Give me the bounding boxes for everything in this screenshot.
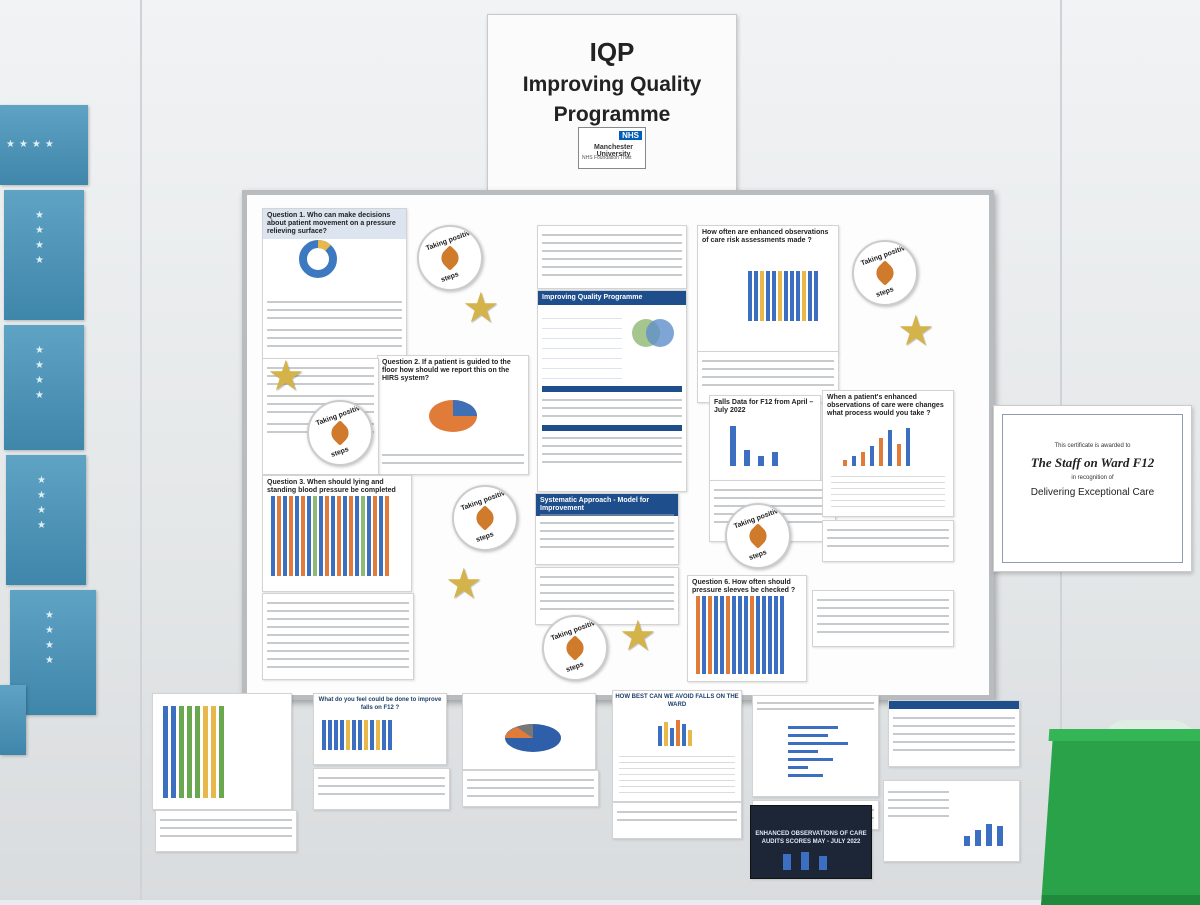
lower-notes-paper <box>155 810 297 852</box>
lower-bar-chart-paper <box>152 693 292 810</box>
leaf-icon <box>437 245 463 271</box>
avoid-falls-paper: HOW BEST CAN WE AVOID FALLS ON THE WARD <box>612 690 742 802</box>
falls-data-paper: Falls Data for F12 from April – July 202… <box>709 395 821 482</box>
gold-star-icon: ★ <box>445 560 483 607</box>
question2-paper: Question 2. If a patient is guided to th… <box>377 355 529 475</box>
question3-notes <box>262 593 414 680</box>
blue-star-strip: ★★★★ <box>6 455 86 585</box>
gold-star-icon: ★ <box>267 352 305 399</box>
question1-paper: Question 1. Who can make decisions about… <box>262 208 407 360</box>
donut-chart-icon <box>299 240 337 278</box>
audit-bar-chart <box>783 850 827 870</box>
improve-falls-paper: What do you feel could be done to improv… <box>313 693 447 765</box>
systematic-approach-lower-paper <box>888 700 1020 767</box>
nhs-logo: NHS <box>619 131 642 140</box>
taking-positive-steps-badge: Taking positive steps <box>307 400 373 466</box>
nhs-trust-name: NHS Foundation Trust <box>582 155 632 161</box>
question2-title: Question 2. If a patient is guided to th… <box>382 359 511 382</box>
pie-chart-notes <box>462 770 599 807</box>
question6-notes <box>812 590 954 647</box>
iqp-sign: IQP Improving Quality Programme NHS Manc… <box>487 14 737 196</box>
certificate: This certificate is awarded to The Staff… <box>993 405 1192 572</box>
taking-positive-steps-badge: Taking positive steps <box>452 485 518 551</box>
avoid-falls-notes <box>612 802 742 839</box>
venn-diagram-icon <box>632 319 674 347</box>
gold-star-icon: ★ <box>462 284 500 331</box>
certificate-award-title: Delivering Exceptional Care <box>1030 487 1155 498</box>
gold-star-icon: ★ <box>897 307 935 354</box>
systematic-approach-notes <box>535 567 679 625</box>
sign-abbreviation: IQP <box>589 37 635 67</box>
blood-pressure-chart-paper <box>883 780 1020 862</box>
enhanced-obs-notes <box>822 520 954 562</box>
falls-data-title: Falls Data for F12 from April – July 202… <box>714 399 814 414</box>
observations-bar-chart <box>748 266 818 321</box>
question3-bar-chart <box>271 496 389 576</box>
sign-title-line1: Improving Quality <box>522 73 702 96</box>
improve-falls-notes <box>313 768 450 810</box>
pie-chart-paper <box>462 693 596 770</box>
leaf-icon <box>745 523 771 549</box>
leaf-icon <box>327 420 353 446</box>
iqp-form-title: Improving Quality Programme <box>538 291 686 305</box>
question3-paper: Question 3. When should lying and standi… <box>262 475 412 592</box>
certificate-recognition-text: in recognition of <box>1071 475 1114 481</box>
improve-falls-bar-chart <box>322 718 392 750</box>
enhanced-obs-change-paper: When a patient's enhanced observations o… <box>822 390 954 517</box>
certificate-border: This certificate is awarded to The Staff… <box>1002 414 1183 563</box>
enhanced-obs-change-title: When a patient's enhanced observations o… <box>827 394 944 417</box>
horizontal-bar-paper <box>752 695 879 797</box>
certificate-awarded-text: This certificate is awarded to <box>1054 443 1131 449</box>
question1-title: Question 1. Who can make decisions about… <box>263 209 406 239</box>
observations-chart-title: How often are enhanced observations of c… <box>702 229 829 244</box>
improve-falls-title: What do you feel could be done to improv… <box>318 697 442 711</box>
taking-positive-steps-badge: Taking positive steps <box>417 225 483 291</box>
blue-star-strip <box>0 685 26 755</box>
blue-star-strip: ★★★★ <box>4 325 84 450</box>
wall-panel-seam <box>140 0 142 900</box>
taking-positive-steps-badge: Taking positive steps <box>725 503 791 569</box>
pie-chart-icon <box>429 400 477 432</box>
nhs-logo-card: NHS Manchester University NHS Foundation… <box>578 127 646 169</box>
question6-bar-chart <box>696 596 784 674</box>
whiteboard: Question 1. Who can make decisions about… <box>242 190 994 700</box>
leaf-icon <box>872 260 898 286</box>
sign-title-line2: Programme <box>553 103 671 126</box>
question3-title: Question 3. When should lying and standi… <box>267 479 396 494</box>
enhanced-obs-bar-chart <box>843 426 910 466</box>
systematic-approach-paper: Systematic Approach - Model for Improvem… <box>535 493 679 565</box>
gold-star-icon: ★ <box>619 612 657 659</box>
nhs-org-name: Manchester University <box>594 144 633 158</box>
leaf-icon <box>472 505 498 531</box>
lower-bar-chart <box>163 706 224 798</box>
avoid-falls-title: HOW BEST CAN WE AVOID FALLS ON THE WARD <box>615 694 739 708</box>
taking-positive-steps-badge: Taking positive steps <box>852 240 918 306</box>
question6-title: Question 6. How often should pressure sl… <box>692 579 796 594</box>
lower-pie-chart-icon <box>505 724 561 752</box>
enhanced-obs-audit-paper: ENHANCED OBSERVATIONS OF CARE AUDITS SCO… <box>750 805 872 879</box>
blue-star-strip: ★★★★ <box>4 190 84 320</box>
falls-bar-chart <box>730 421 778 466</box>
systematic-approach-title: Systematic Approach - Model for Improvem… <box>536 494 678 516</box>
observations-chart-paper: How often are enhanced observations of c… <box>697 225 839 352</box>
blood-pressure-bar-chart <box>964 801 1003 846</box>
iqp-form-paper: Improving Quality Programme <box>537 290 687 492</box>
leaf-icon <box>562 635 588 661</box>
enhanced-obs-audit-title: ENHANCED OBSERVATIONS OF CARE AUDITS SCO… <box>755 831 867 845</box>
certificate-recipient: The Staff on Ward F12 <box>1030 455 1155 470</box>
question6-paper: Question 6. How often should pressure sl… <box>687 575 807 682</box>
taking-positive-steps-badge: Taking positive steps <box>542 615 608 681</box>
avoid-falls-bar-chart <box>658 716 692 746</box>
intro-text-paper <box>537 225 687 289</box>
blue-star-strip: ★★★★ <box>0 105 88 185</box>
green-storage-crate <box>1041 729 1200 905</box>
